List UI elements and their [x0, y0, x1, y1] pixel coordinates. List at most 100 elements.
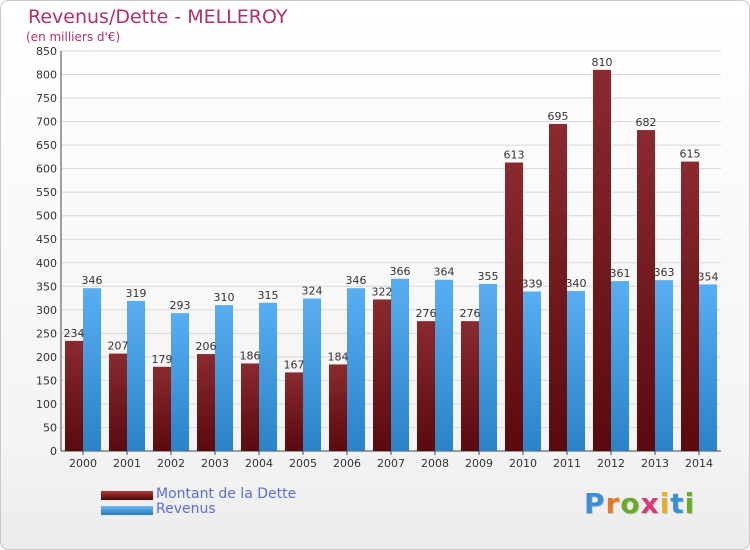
logo-letter: i: [659, 487, 671, 520]
data-label-dette: 810: [592, 56, 613, 69]
bar-dette: [593, 69, 611, 451]
y-tick-label: 800: [36, 69, 57, 82]
bar-dette: [197, 354, 215, 451]
logo-letter: x: [640, 487, 660, 520]
bar-dette: [241, 363, 259, 451]
legend-label-revenus: Revenus: [156, 501, 216, 517]
logo-letter: r: [605, 487, 621, 520]
bar-revenus: [655, 280, 673, 451]
x-tick-label: 2007: [377, 457, 405, 470]
data-label-revenus: 346: [346, 274, 367, 287]
logo-letter: i: [684, 487, 696, 520]
data-label-dette: 613: [504, 149, 525, 162]
data-label-dette: 179: [152, 353, 173, 366]
y-tick-label: 850: [36, 45, 57, 58]
bar-revenus: [259, 302, 277, 451]
y-tick-label: 300: [36, 304, 57, 317]
data-label-dette: 167: [284, 358, 305, 371]
x-tick-label: 2004: [245, 457, 273, 470]
data-label-dette: 322: [372, 285, 393, 298]
x-tick-label: 2003: [201, 457, 229, 470]
y-tick-label: 750: [36, 92, 57, 105]
data-label-dette: 186: [240, 349, 261, 362]
bar-dette: [461, 321, 479, 451]
y-tick-label: 650: [36, 139, 57, 152]
data-label-revenus: 324: [302, 285, 323, 298]
data-label-dette: 276: [460, 307, 481, 320]
logo-letter: P: [584, 487, 606, 520]
x-tick-label: 2002: [157, 457, 185, 470]
x-tick-label: 2008: [421, 457, 449, 470]
bar-revenus: [171, 313, 189, 451]
data-label-revenus: 354: [698, 270, 719, 283]
bar-dette: [373, 299, 391, 451]
data-label-revenus: 315: [258, 289, 279, 302]
bar-revenus: [391, 278, 409, 451]
y-tick-label: 150: [36, 374, 57, 387]
y-tick-label: 350: [36, 280, 57, 293]
bar-revenus: [83, 288, 101, 451]
bar-revenus: [127, 300, 145, 451]
bar-revenus: [567, 291, 585, 451]
bar-dette: [109, 353, 127, 451]
bar-dette: [637, 130, 655, 451]
x-tick-label: 2001: [113, 457, 141, 470]
chart-subtitle: (en milliers d'€): [26, 30, 121, 44]
chart-title: Revenus/Dette - MELLEROY: [28, 6, 288, 28]
data-label-revenus: 319: [126, 287, 147, 300]
y-tick-label: 550: [36, 186, 57, 199]
bar-dette: [65, 340, 83, 451]
y-tick-label: 200: [36, 351, 57, 364]
data-label-dette: 184: [328, 350, 349, 363]
x-tick-label: 2012: [597, 457, 625, 470]
bar-revenus: [435, 279, 453, 451]
data-label-revenus: 339: [522, 277, 543, 290]
x-tick-label: 2013: [641, 457, 669, 470]
y-tick-label: 600: [36, 163, 57, 176]
data-label-revenus: 355: [478, 270, 499, 283]
y-tick-label: 50: [43, 421, 57, 434]
data-label-dette: 695: [548, 110, 569, 123]
y-tick-label: 700: [36, 116, 57, 129]
data-label-revenus: 310: [214, 291, 235, 304]
bar-revenus: [303, 298, 321, 451]
data-label-dette: 276: [416, 307, 437, 320]
bar-dette: [153, 366, 171, 451]
data-label-revenus: 364: [434, 266, 455, 279]
data-label-revenus: 363: [654, 266, 675, 279]
data-label-revenus: 346: [82, 274, 103, 287]
proxiti-logo: Proxiti: [584, 487, 695, 520]
bar-revenus: [479, 283, 497, 451]
y-tick-label: 0: [50, 445, 57, 458]
x-tick-label: 2000: [69, 457, 97, 470]
data-label-dette: 207: [108, 340, 129, 353]
bar-revenus: [523, 291, 541, 451]
data-label-revenus: 293: [170, 299, 191, 312]
y-tick-label: 450: [36, 233, 57, 246]
bar-dette: [505, 162, 523, 451]
data-label-revenus: 361: [610, 267, 631, 280]
y-tick-label: 400: [36, 257, 57, 270]
legend-swatch-revenus: [101, 506, 153, 515]
x-tick-label: 2011: [553, 457, 581, 470]
x-tick-label: 2010: [509, 457, 537, 470]
x-tick-label: 2009: [465, 457, 493, 470]
bar-dette: [417, 321, 435, 451]
y-tick-label: 250: [36, 327, 57, 340]
data-label-revenus: 366: [390, 265, 411, 278]
x-tick-label: 2006: [333, 457, 361, 470]
x-tick-label: 2014: [685, 457, 713, 470]
data-label-dette: 682: [636, 116, 657, 129]
bar-revenus: [215, 305, 233, 451]
bar-revenus: [611, 281, 629, 451]
logo-letter: t: [670, 487, 685, 520]
logo-letter: o: [620, 487, 641, 520]
legend-swatch-dette: [101, 491, 153, 500]
legend-label-dette: Montant de la Dette: [156, 486, 297, 502]
bar-dette: [329, 364, 347, 451]
data-label-dette: 206: [196, 340, 217, 353]
bar-dette: [285, 372, 303, 451]
data-label-dette: 234: [64, 327, 85, 340]
